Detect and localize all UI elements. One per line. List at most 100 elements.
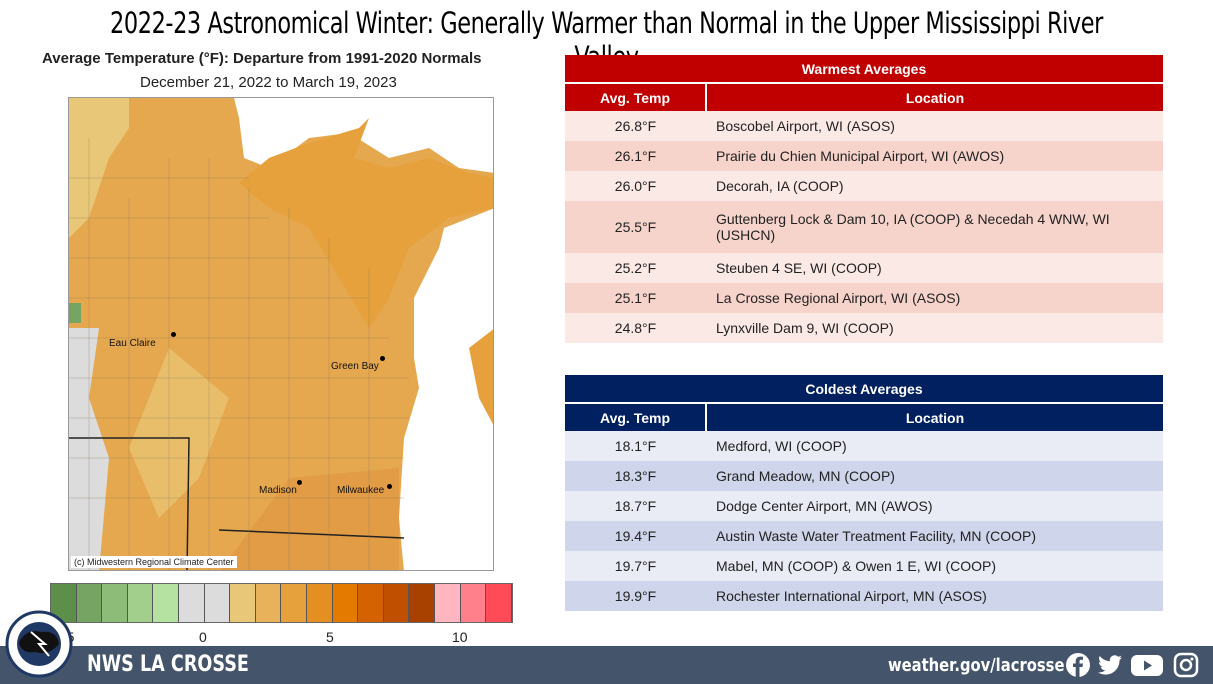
state-border [69, 437, 190, 570]
nws-logo [5, 610, 73, 678]
map-subtitle: December 21, 2022 to March 19, 2023 [140, 74, 397, 91]
avg-temp-cell: 19.4°F [565, 521, 706, 551]
map-credit: (c) Midwestern Regional Climate Center [71, 556, 237, 568]
avg-temp-cell: 24.8°F [565, 313, 706, 343]
legend-swatch [434, 584, 461, 622]
legend-swatch [358, 584, 384, 622]
table-row: 25.2°F Steuben 4 SE, WI (COOP) [565, 253, 1163, 283]
city-label: Madison [259, 485, 297, 496]
location-cell: Guttenberg Lock & Dam 10, IA (COOP) & Ne… [706, 201, 1163, 253]
location-cell: Prairie du Chien Municipal Airport, WI (… [706, 141, 1163, 171]
location-cell: Steuben 4 SE, WI (COOP) [706, 253, 1163, 283]
avg-temp-cell: 26.1°F [565, 141, 706, 171]
lake-michigan [399, 208, 493, 570]
coldest-title: Coldest Averages [565, 375, 1163, 403]
city-dot [380, 356, 385, 361]
legend-tick: 0 [199, 629, 207, 645]
legend-swatch [383, 584, 410, 622]
city-label: Eau Claire [109, 338, 156, 349]
city-dot [387, 484, 392, 489]
avg-temp-cell: 25.1°F [565, 283, 706, 313]
location-cell: Grand Meadow, MN (COOP) [706, 461, 1163, 491]
map-dark-zone [220, 468, 399, 570]
legend-swatch [178, 584, 205, 622]
legend-swatch [409, 584, 435, 622]
county-lines [69, 138, 409, 570]
map-light-zone [129, 348, 229, 518]
city-dot [297, 480, 302, 485]
coldest-table: Coldest Averages Avg. Temp Location 18.1°… [565, 375, 1163, 611]
col-location: Location [706, 82, 1163, 111]
table-row: 19.9°F Rochester International Airport, M… [565, 581, 1163, 611]
col-avg-temp: Avg. Temp [565, 402, 707, 431]
avg-temp-cell: 19.9°F [565, 581, 706, 611]
location-cell: Dodge Center Airport, MN (AWOS) [706, 491, 1163, 521]
avg-temp-cell: 25.5°F [565, 201, 706, 253]
avg-temp-cell: 26.8°F [565, 111, 706, 141]
table-row: 19.7°F Mabel, MN (COOP) & Owen 1 E, WI (C… [565, 551, 1163, 581]
legend-swatch [127, 584, 154, 622]
legend-swatch [153, 584, 179, 622]
lake-superior [234, 98, 493, 173]
table-row: 25.5°F Guttenberg Lock & Dam 10, IA (COOP… [565, 201, 1163, 253]
table-row: 18.3°F Grand Meadow, MN (COOP) [565, 461, 1163, 491]
avg-temp-cell: 25.2°F [565, 253, 706, 283]
map-green-spot [69, 303, 81, 323]
location-cell: Rochester International Airport, MN (ASO… [706, 581, 1163, 611]
table-row: 26.8°F Boscobel Airport, WI (ASOS) [565, 111, 1163, 141]
upper-peninsula [239, 118, 493, 328]
table-row: 25.1°F La Crosse Regional Airport, WI (AS… [565, 283, 1163, 313]
avg-temp-cell: 18.3°F [565, 461, 706, 491]
legend-tick: 5 [326, 629, 334, 645]
avg-temp-cell: 26.0°F [565, 171, 706, 201]
city-label: Milwaukee [337, 485, 385, 496]
avg-temp-cell: 19.7°F [565, 551, 706, 581]
facebook-icon[interactable] [1065, 652, 1091, 678]
temperature-departure-map: Eau Claire Green Bay Madison Milwaukee [68, 97, 494, 571]
map-light-zone [69, 98, 129, 238]
table-row: 18.1°F Medford, WI (COOP) [565, 431, 1163, 461]
legend-swatch [306, 584, 333, 622]
col-location: Location [706, 402, 1163, 431]
office-name: NWS LA CROSSE [87, 652, 249, 677]
warmest-title: Warmest Averages [565, 55, 1163, 83]
table-row: 24.8°F Lynxville Dam 9, WI (COOP) [565, 313, 1163, 343]
state-border [218, 529, 405, 539]
avg-temp-cell: 18.1°F [565, 431, 706, 461]
instagram-icon[interactable] [1173, 652, 1199, 678]
location-cell: Decorah, IA (COOP) [706, 171, 1163, 201]
warmest-table: Warmest Averages Avg. Temp Location 26.8°… [565, 55, 1163, 343]
location-cell: Mabel, MN (COOP) & Owen 1 E, WI (COOP) [706, 551, 1163, 581]
youtube-icon[interactable] [1130, 652, 1164, 678]
legend-swatch [460, 584, 487, 622]
city-label: Green Bay [331, 361, 379, 372]
footer-bar: NWS LA CROSSE weather.gov/lacrosse [0, 646, 1213, 684]
location-cell: Austin Waste Water Treatment Facility, M… [706, 521, 1163, 551]
table-row: 26.0°F Decorah, IA (COOP) [565, 171, 1163, 201]
michigan-shore [469, 329, 493, 425]
legend-swatch [486, 584, 512, 622]
legend-swatch [255, 584, 282, 622]
location-cell: Lynxville Dam 9, WI (COOP) [706, 313, 1163, 343]
location-cell: La Crosse Regional Airport, WI (ASOS) [706, 283, 1163, 313]
website-link[interactable]: weather.gov/lacrosse [888, 655, 1065, 676]
table-row: 26.1°F Prairie du Chien Municipal Airport… [565, 141, 1163, 171]
legend-swatch [204, 584, 231, 622]
city-dot [171, 332, 176, 337]
location-cell: Medford, WI (COOP) [706, 431, 1163, 461]
legend-swatch [332, 584, 359, 622]
twitter-icon[interactable] [1097, 652, 1123, 678]
table-row: 18.7°F Dodge Center Airport, MN (AWOS) [565, 491, 1163, 521]
map-title: Average Temperature (°F): Departure from… [42, 50, 482, 67]
legend-swatch [76, 584, 103, 622]
legend-swatch [102, 584, 128, 622]
map-graphic [69, 98, 493, 570]
legend-tick: 10 [452, 629, 468, 645]
legend-swatch [281, 584, 307, 622]
color-legend [50, 583, 513, 623]
table-row: 19.4°F Austin Waste Water Treatment Facil… [565, 521, 1163, 551]
col-avg-temp: Avg. Temp [565, 82, 707, 111]
legend-swatch [230, 584, 256, 622]
avg-temp-cell: 18.7°F [565, 491, 706, 521]
location-cell: Boscobel Airport, WI (ASOS) [706, 111, 1163, 141]
